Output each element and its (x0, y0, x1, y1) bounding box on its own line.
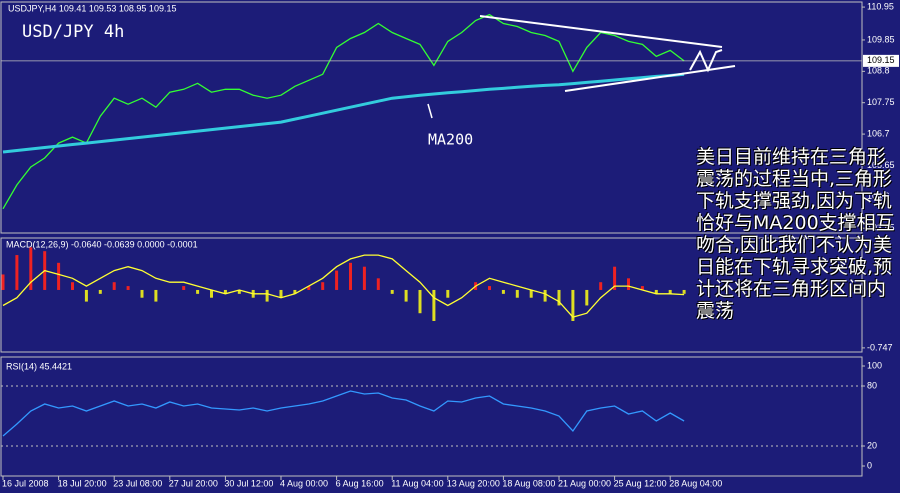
x-tick-label: 28 Aug 04:00 (669, 478, 722, 488)
last-price-label: 109.15 (867, 55, 895, 65)
histogram-bar (112, 282, 116, 290)
histogram-bar (432, 289, 436, 321)
histogram-bar (154, 289, 158, 302)
projection (689, 49, 723, 73)
y-tick-label: 106.7 (867, 128, 890, 138)
triangle (479, 15, 736, 92)
histogram-bar (557, 289, 561, 306)
histogram-bar (140, 289, 144, 298)
histogram-bar (529, 289, 533, 298)
histogram-bar (279, 289, 283, 298)
histogram-bar (182, 286, 186, 290)
histogram-bar (613, 266, 617, 290)
histogram-bar (57, 262, 61, 290)
y-tick-label: 108.8 (867, 66, 890, 76)
y-tick-label: 20 (867, 440, 877, 450)
histogram-bar (15, 255, 19, 290)
histogram-bar (362, 266, 366, 290)
series-line (2, 254, 685, 318)
y-tick-label: 0 (867, 460, 872, 470)
x-tick-label: 18 Jul 20:00 (58, 478, 107, 488)
trend-line (479, 15, 723, 48)
histogram-bar (376, 278, 380, 290)
histogram-bar (196, 289, 200, 294)
panel-frame (0, 356, 863, 477)
x-tick-label: 4 Aug 00:00 (280, 478, 328, 488)
y-tick-label: 110.95 (867, 1, 894, 11)
panel-title: RSI(14) 45.4421 (6, 361, 72, 371)
y-tick-label: -0.747 (867, 342, 893, 352)
histogram-bar (265, 289, 269, 302)
histogram-bar (71, 282, 74, 290)
histogram-bar (488, 286, 491, 290)
y-tick-label: 100 (867, 360, 882, 370)
symbol-label: USD/JPY 4h (22, 22, 124, 42)
x-tick-label: 11 Aug 04:00 (391, 478, 443, 488)
y-tick-label: 105.65 (867, 160, 895, 170)
x-tick-label: 18 Aug 08:00 (502, 478, 555, 488)
histogram-bar (585, 289, 589, 306)
x-tick-label: 13 Aug 20:00 (447, 478, 500, 488)
x-tick-label: 6 Aug 16:00 (336, 478, 384, 488)
histogram-bar (404, 289, 408, 302)
x-tick-label: 25 Aug 12:00 (614, 478, 667, 488)
panel-title: USDJPY,H4 109.41 109.53 108.95 109.15 (8, 3, 176, 13)
histogram-bar (126, 286, 130, 290)
x-tick-label: 21 Aug 00:00 (558, 478, 611, 488)
trend-line (564, 65, 736, 92)
histogram-bar (446, 289, 450, 298)
histogram-bar (418, 289, 422, 314)
annotation: 美日目前维持在三角形震荡的过程当中,三角形下轨支撑强劲,因为下轨恰好与MA200… (696, 146, 895, 322)
histogram-bar (668, 289, 672, 294)
x-tick-label: 23 Jul 08:00 (113, 478, 162, 488)
series-line (2, 390, 685, 437)
panel-frame (0, 1, 863, 234)
histogram-bar (1, 274, 5, 290)
histogram-bar (599, 282, 603, 290)
annotation: MA200 (428, 131, 473, 149)
price-box (863, 54, 899, 67)
x-tick-label: 16 Jul 2008 (2, 478, 49, 488)
histogram-bar (293, 289, 297, 294)
histogram-bar (349, 262, 352, 290)
histogram-bar (515, 289, 519, 298)
histogram-bar (390, 289, 394, 294)
arrow (427, 103, 433, 119)
histogram-bar (501, 289, 505, 294)
x-tick-label: 30 Jul 12:00 (224, 478, 273, 488)
histogram-bar (29, 247, 33, 290)
panel-title: MACD(12,26,9) -0.0640 -0.0639 0.0000 -0.… (6, 239, 198, 249)
y-tick-label: 109.85 (867, 34, 895, 44)
x-tick-label: 27 Jul 20:00 (169, 478, 218, 488)
histogram-bar (571, 289, 575, 321)
histogram-bar (640, 286, 644, 290)
series-line (2, 13, 685, 210)
histogram-bar (321, 282, 325, 290)
histogram-bar (210, 289, 213, 298)
y-tick-label: 103.55 (867, 223, 895, 233)
histogram-bar (98, 289, 102, 294)
histogram-bar (543, 289, 547, 302)
y-tick-label: 107.75 (867, 97, 895, 107)
histogram-bar (223, 289, 227, 294)
y-tick-label: 80 (867, 380, 877, 390)
histogram-bar (84, 289, 88, 302)
histogram-bar (627, 278, 630, 290)
histogram-bar (654, 289, 658, 294)
histogram-bar (237, 289, 241, 294)
series-line (2, 72, 685, 154)
histogram-bar (307, 286, 311, 290)
y-tick-label: 104.6 (867, 191, 890, 201)
histogram-bar (682, 289, 686, 294)
histogram-bar (335, 270, 339, 290)
panel-frame (0, 237, 863, 353)
